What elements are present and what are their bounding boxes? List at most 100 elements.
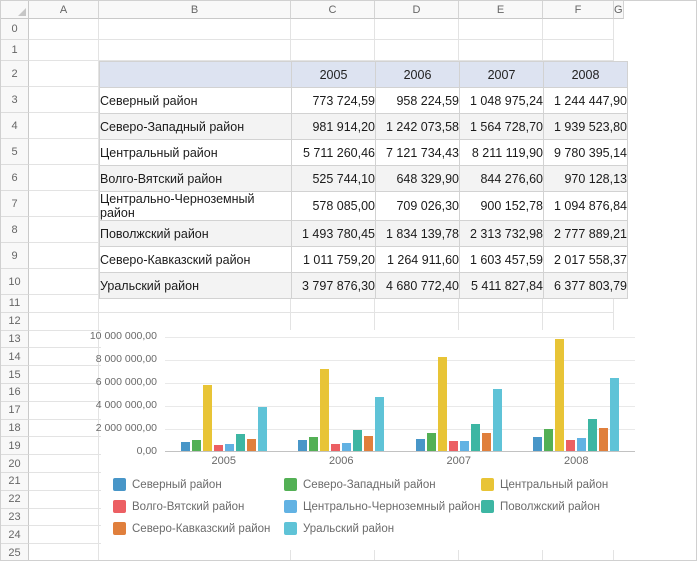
row-header-22[interactable]: 22: [1, 490, 29, 509]
column-header-e[interactable]: E: [459, 1, 543, 19]
grid-cell[interactable]: [99, 40, 291, 61]
column-header-b[interactable]: B: [99, 1, 291, 19]
grid-cell[interactable]: [29, 165, 99, 191]
row-header-10[interactable]: 10: [1, 269, 29, 295]
grid-cell[interactable]: [459, 544, 543, 560]
grid-cell[interactable]: [459, 19, 543, 40]
grid-cell[interactable]: [29, 526, 99, 545]
year-header-cell[interactable]: 2005: [291, 61, 376, 88]
grid-cell[interactable]: [29, 330, 99, 349]
value-cell[interactable]: 970 128,13: [543, 165, 628, 192]
value-cell[interactable]: 578 085,00: [291, 191, 376, 221]
grid-cell[interactable]: [29, 472, 99, 491]
row-header-23[interactable]: 23: [1, 508, 29, 527]
row-header-11[interactable]: 11: [1, 295, 29, 313]
value-cell[interactable]: 958 224,59: [375, 87, 460, 114]
grid-cell[interactable]: [29, 40, 99, 61]
grid-cell[interactable]: [29, 61, 99, 87]
grid-cell[interactable]: [375, 40, 459, 61]
value-cell[interactable]: 648 329,90: [375, 165, 460, 192]
grid-cell[interactable]: [99, 295, 291, 313]
grid-cell[interactable]: [29, 191, 99, 217]
row-label-cell[interactable]: Поволжский район: [99, 220, 292, 247]
row-label-cell[interactable]: Северо-Кавказский район: [99, 246, 292, 273]
row-header-0[interactable]: 0: [1, 19, 29, 40]
value-cell[interactable]: 6 377 803,79: [543, 272, 628, 299]
grid-cell[interactable]: [29, 383, 99, 402]
row-header-19[interactable]: 19: [1, 437, 29, 456]
grid-cell[interactable]: [99, 312, 291, 331]
grid-cell[interactable]: [29, 544, 99, 560]
value-cell[interactable]: 525 744,10: [291, 165, 376, 192]
grid-cell[interactable]: [29, 19, 99, 40]
grid-cell[interactable]: [543, 40, 614, 61]
value-cell[interactable]: 4 680 772,40: [375, 272, 460, 299]
value-cell[interactable]: 1 834 139,78: [375, 220, 460, 247]
row-header-12[interactable]: 12: [1, 312, 29, 331]
grid-cell[interactable]: [29, 366, 99, 384]
row-header-8[interactable]: 8: [1, 217, 29, 243]
value-cell[interactable]: 1 242 073,58: [375, 113, 460, 140]
value-cell[interactable]: 1 094 876,84: [543, 191, 628, 221]
value-cell[interactable]: 8 211 119,90: [459, 139, 544, 166]
grid-cell[interactable]: [29, 295, 99, 313]
grid-cell[interactable]: [375, 312, 459, 331]
value-cell[interactable]: 3 797 876,30: [291, 272, 376, 299]
row-header-13[interactable]: 13: [1, 330, 29, 349]
row-header-16[interactable]: 16: [1, 383, 29, 402]
grid-cell[interactable]: [291, 40, 375, 61]
grid-cell[interactable]: [29, 269, 99, 295]
row-header-18[interactable]: 18: [1, 419, 29, 438]
value-cell[interactable]: 1 011 759,20: [291, 246, 376, 273]
grid-cell[interactable]: [29, 348, 99, 367]
value-cell[interactable]: 844 276,60: [459, 165, 544, 192]
year-header-cell[interactable]: 2006: [375, 61, 460, 88]
grid-cell[interactable]: [29, 401, 99, 420]
value-cell[interactable]: 981 914,20: [291, 113, 376, 140]
row-header-25[interactable]: 25: [1, 544, 29, 560]
value-cell[interactable]: 709 026,30: [375, 191, 460, 221]
row-header-6[interactable]: 6: [1, 165, 29, 191]
row-header-9[interactable]: 9: [1, 243, 29, 269]
value-cell[interactable]: 2 017 558,37: [543, 246, 628, 273]
grid-cell[interactable]: [29, 243, 99, 269]
value-cell[interactable]: 7 121 734,43: [375, 139, 460, 166]
value-cell[interactable]: 1 939 523,80: [543, 113, 628, 140]
value-cell[interactable]: 773 724,59: [291, 87, 376, 114]
row-header-5[interactable]: 5: [1, 139, 29, 165]
value-cell[interactable]: 5 711 260,46: [291, 139, 376, 166]
value-cell[interactable]: 1 244 447,90: [543, 87, 628, 114]
grid-cell[interactable]: [543, 19, 614, 40]
grid-cell[interactable]: [29, 419, 99, 438]
value-cell[interactable]: 1 603 457,59: [459, 246, 544, 273]
grid-cell[interactable]: [29, 312, 99, 331]
grid-cell[interactable]: [29, 139, 99, 165]
row-header-21[interactable]: 21: [1, 472, 29, 491]
row-label-cell[interactable]: Северо-Западный район: [99, 113, 292, 140]
grid-cell[interactable]: [459, 40, 543, 61]
row-header-1[interactable]: 1: [1, 40, 29, 61]
value-cell[interactable]: 1 493 780,45: [291, 220, 376, 247]
value-cell[interactable]: 9 780 395,14: [543, 139, 628, 166]
column-header-g[interactable]: G: [614, 1, 624, 19]
value-cell[interactable]: 5 411 827,84: [459, 272, 544, 299]
grid-cell[interactable]: [543, 544, 614, 560]
value-cell[interactable]: 1 048 975,24: [459, 87, 544, 114]
grid-cell[interactable]: [29, 437, 99, 456]
row-header-4[interactable]: 4: [1, 113, 29, 139]
row-header-15[interactable]: 15: [1, 366, 29, 384]
grid-cell[interactable]: [291, 19, 375, 40]
row-header-20[interactable]: 20: [1, 455, 29, 473]
row-label-cell[interactable]: Центральный район: [99, 139, 292, 166]
grid-cell[interactable]: [291, 295, 375, 313]
grid-cell[interactable]: [29, 87, 99, 113]
row-header-24[interactable]: 24: [1, 526, 29, 545]
grid-cell[interactable]: [459, 312, 543, 331]
row-label-cell[interactable]: Волго-Вятский район: [99, 165, 292, 192]
year-header-cell[interactable]: 2008: [543, 61, 628, 88]
table-header-empty-cell[interactable]: [99, 61, 292, 88]
grid-cell[interactable]: [543, 295, 614, 313]
row-header-7[interactable]: 7: [1, 191, 29, 217]
value-cell[interactable]: 1 564 728,70: [459, 113, 544, 140]
value-cell[interactable]: 2 313 732,98: [459, 220, 544, 247]
